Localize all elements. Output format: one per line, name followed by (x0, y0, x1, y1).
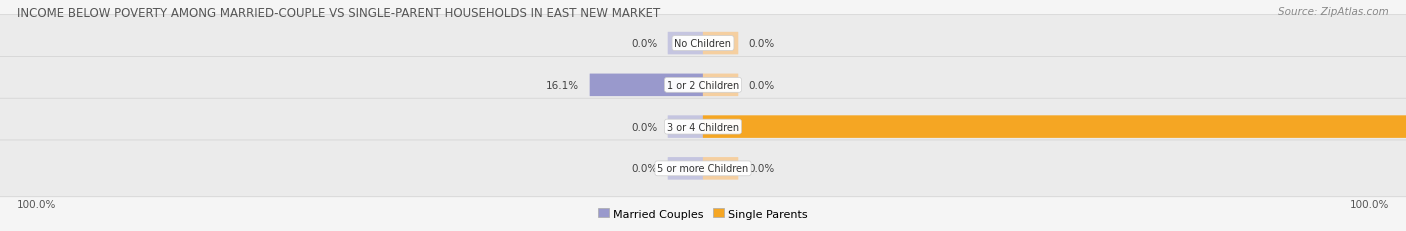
FancyBboxPatch shape (668, 33, 703, 55)
Text: 0.0%: 0.0% (749, 39, 775, 49)
FancyBboxPatch shape (703, 157, 738, 180)
Text: INCOME BELOW POVERTY AMONG MARRIED-COUPLE VS SINGLE-PARENT HOUSEHOLDS IN EAST NE: INCOME BELOW POVERTY AMONG MARRIED-COUPL… (17, 7, 661, 20)
Text: 1 or 2 Children: 1 or 2 Children (666, 80, 740, 91)
FancyBboxPatch shape (0, 140, 1406, 197)
FancyBboxPatch shape (0, 99, 1406, 155)
FancyBboxPatch shape (703, 74, 738, 97)
FancyBboxPatch shape (0, 57, 1406, 114)
FancyBboxPatch shape (703, 116, 1406, 138)
Text: 0.0%: 0.0% (749, 164, 775, 174)
Text: 0.0%: 0.0% (631, 164, 657, 174)
FancyBboxPatch shape (589, 74, 703, 97)
Text: 16.1%: 16.1% (546, 80, 579, 91)
Text: No Children: No Children (675, 39, 731, 49)
FancyBboxPatch shape (0, 16, 1406, 72)
Text: 0.0%: 0.0% (631, 39, 657, 49)
Legend: Married Couples, Single Parents: Married Couples, Single Parents (593, 204, 813, 223)
Text: 100.0%: 100.0% (1350, 199, 1389, 209)
Text: Source: ZipAtlas.com: Source: ZipAtlas.com (1278, 7, 1389, 17)
Text: 0.0%: 0.0% (631, 122, 657, 132)
FancyBboxPatch shape (668, 116, 703, 138)
Text: 100.0%: 100.0% (17, 199, 56, 209)
Text: 0.0%: 0.0% (749, 80, 775, 91)
FancyBboxPatch shape (703, 33, 738, 55)
Text: 5 or more Children: 5 or more Children (658, 164, 748, 174)
Text: 3 or 4 Children: 3 or 4 Children (666, 122, 740, 132)
FancyBboxPatch shape (668, 157, 703, 180)
